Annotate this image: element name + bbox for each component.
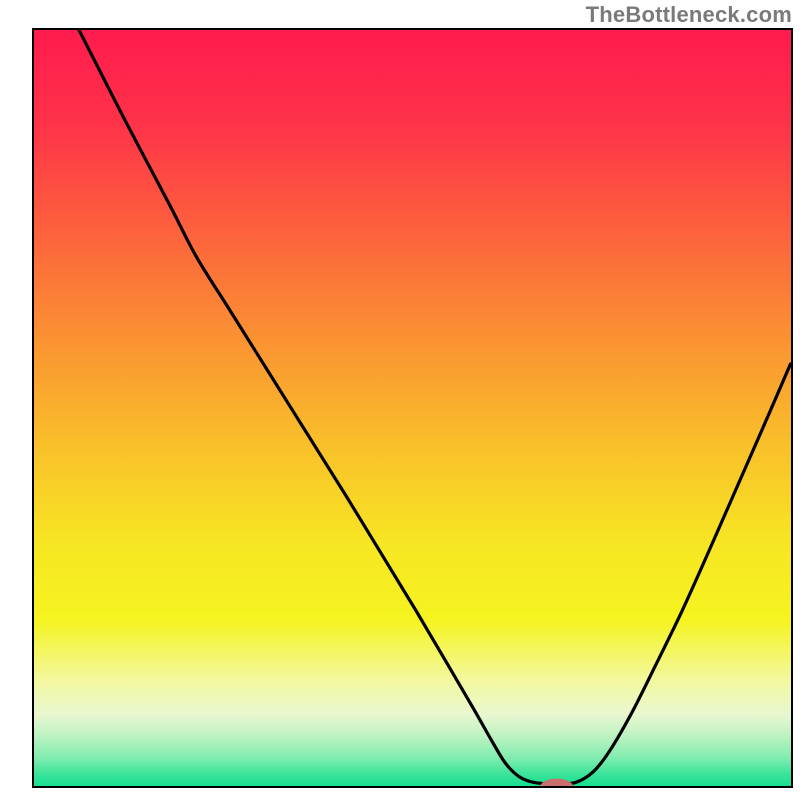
bottleneck-chart	[0, 0, 800, 800]
watermark-text: TheBottleneck.com	[586, 2, 792, 28]
chart-container: TheBottleneck.com	[0, 0, 800, 800]
plot-background	[33, 29, 792, 787]
